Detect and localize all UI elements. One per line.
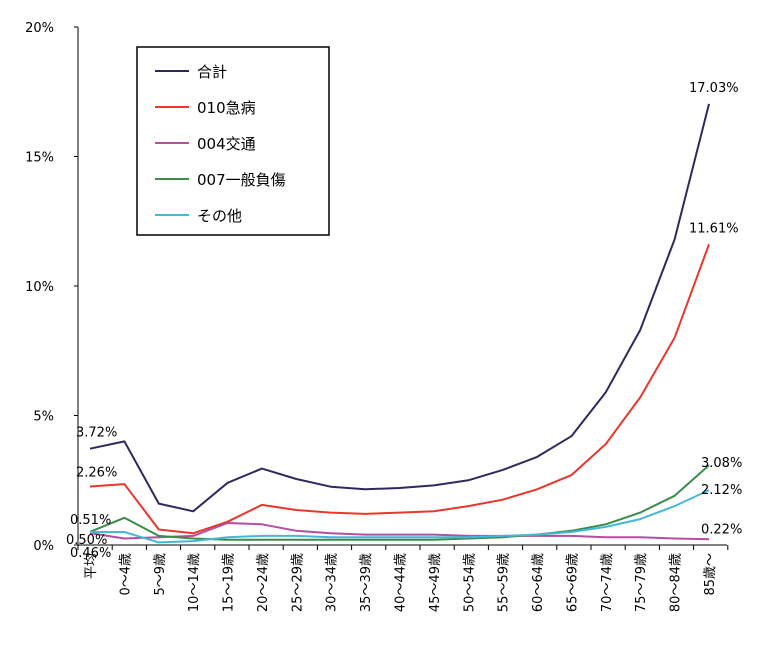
x-tick-label: 75～79歳 [634, 553, 649, 612]
legend-label: 合計 [197, 63, 227, 81]
legend-label: その他 [197, 207, 242, 225]
x-tick-label: 15～19歳 [222, 553, 237, 612]
series-lines [89, 103, 710, 544]
y-axis: 0% 5% 10% 15% 20% [25, 21, 79, 554]
x-tick-label: 20～24歳 [256, 553, 271, 612]
data-label: 0.22% [701, 522, 742, 537]
data-label: 17.03% [689, 81, 739, 96]
x-tick-label: 平均 [84, 553, 99, 579]
x-tick-label: 80～84歳 [669, 553, 684, 612]
data-label: 2.12% [701, 483, 742, 498]
y-tick-label: 15% [25, 151, 54, 166]
x-tick-label: 5～9歳 [153, 553, 168, 596]
data-label: 0.46% [70, 546, 111, 561]
legend-box [136, 46, 330, 236]
data-label: 0.50% [66, 533, 107, 548]
y-tick-label: 20% [25, 21, 54, 36]
x-tick-label: 0～4歳 [118, 553, 133, 596]
x-tick-label: 60～64歳 [531, 553, 546, 612]
x-tick-label: 85歳～ [703, 553, 718, 596]
x-tick-label: 45～49歳 [428, 553, 443, 612]
legend-label: 007一般負傷 [197, 171, 286, 189]
x-tick-label: 65～69歳 [565, 553, 580, 612]
data-label: 11.61% [689, 221, 739, 236]
y-tick-label: 0% [33, 539, 54, 554]
data-label: 2.26% [76, 465, 117, 480]
data-label: 3.72% [76, 426, 117, 441]
x-tick-label: 70～74歳 [600, 553, 615, 612]
series-line-3 [89, 464, 710, 541]
series-line-1 [89, 243, 710, 535]
y-tick-label: 10% [25, 280, 54, 295]
x-tick-label: 35～39歳 [359, 553, 374, 612]
x-tick-label: 40～44歳 [394, 553, 409, 612]
x-tick-label: 50～54歳 [462, 553, 477, 612]
x-tick-label: 55～59歳 [497, 553, 512, 612]
series-line-2 [89, 522, 710, 541]
x-tick-label: 25～29歳 [290, 553, 305, 612]
data-labels: 3.72% 2.26% 0.51% 0.50%0.46% 17.03% 11.61% 3.0… [66, 81, 742, 561]
y-tick-label: 5% [33, 410, 54, 425]
x-axis: 平均 0～4歳 5～9歳 10～14歳 15～19歳 20～24歳 25～29歳 30～34歳… [77, 544, 729, 612]
data-label: 0.51% [70, 513, 111, 528]
series-line-4 [90, 489, 710, 544]
series-line-0 [89, 103, 710, 513]
data-label: 3.08% [701, 456, 742, 471]
legend-label: 010急病 [197, 99, 256, 117]
legend-label: 004交通 [197, 135, 256, 153]
x-tick-label: 10～14歳 [187, 553, 202, 612]
x-tick-label: 30～34歳 [325, 553, 340, 612]
